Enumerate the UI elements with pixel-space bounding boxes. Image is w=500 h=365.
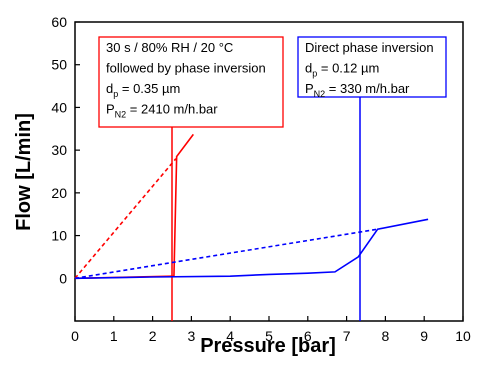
y-tick-label: 10 [51, 228, 67, 244]
x-tick-label: 7 [343, 328, 351, 344]
y-tick-label: 0 [59, 270, 67, 286]
annotation-part: Direct phase inversion [305, 40, 434, 55]
annotation-part: P [305, 81, 314, 96]
y-tick-label: 30 [51, 142, 67, 158]
annotation-part: d [305, 61, 312, 76]
annotation-part: = 330 m/h.bar [325, 81, 410, 96]
x-tick-label: 5 [265, 328, 273, 344]
y-tick-label: 60 [51, 14, 67, 30]
annotation-part: = 0.35 µm [118, 81, 180, 96]
annotation-part: = 2410 m/h.bar [126, 102, 218, 117]
annotation-text: 30 s / 80% RH / 20 °C [106, 40, 233, 55]
data-line [74, 228, 378, 280]
annotation-text: PN2 = 330 m/h.bar [305, 81, 410, 99]
annotation-part: P [106, 102, 115, 117]
data-line [74, 158, 177, 279]
annotation-subscript: p [113, 89, 118, 99]
annotation-text: followed by phase inversion [106, 61, 266, 76]
annotation-text: dp = 0.12 µm [305, 61, 379, 79]
annotation-box [297, 36, 447, 98]
x-tick-label: 2 [149, 328, 157, 344]
annotation-subscript: N2 [314, 89, 326, 99]
annotation-subscript: N2 [115, 110, 127, 120]
y-tick-label: 40 [51, 99, 67, 115]
x-tick-label: 9 [420, 328, 428, 344]
x-tick-label: 3 [188, 328, 196, 344]
y-tick-label: 20 [51, 185, 67, 201]
x-tick-label: 10 [455, 328, 471, 344]
y-tick-label: 50 [51, 57, 67, 73]
x-tick-label: 8 [382, 328, 390, 344]
annotation-text: Direct phase inversion [305, 40, 434, 55]
annotation-part: followed by phase inversion [106, 61, 266, 76]
annotation-text: PN2 = 2410 m/h.bar [106, 102, 218, 120]
annotation-text: dp = 0.35 µm [106, 81, 180, 99]
annotation-part: 30 s / 80% RH / 20 °C [106, 40, 233, 55]
data-line [74, 218, 429, 280]
annotation-box [98, 36, 284, 128]
x-tick-label: 1 [110, 328, 118, 344]
annotation-subscript: p [312, 69, 317, 79]
x-tick-label: 6 [304, 328, 312, 344]
x-tick-label: 4 [226, 328, 234, 344]
annotation-part: = 0.12 µm [317, 61, 379, 76]
annotation-part: d [106, 81, 113, 96]
x-axis-title: Pressure [bar] [200, 335, 336, 357]
y-axis-title: Flow [L/min] [13, 113, 35, 231]
x-tick-label: 0 [71, 328, 79, 344]
